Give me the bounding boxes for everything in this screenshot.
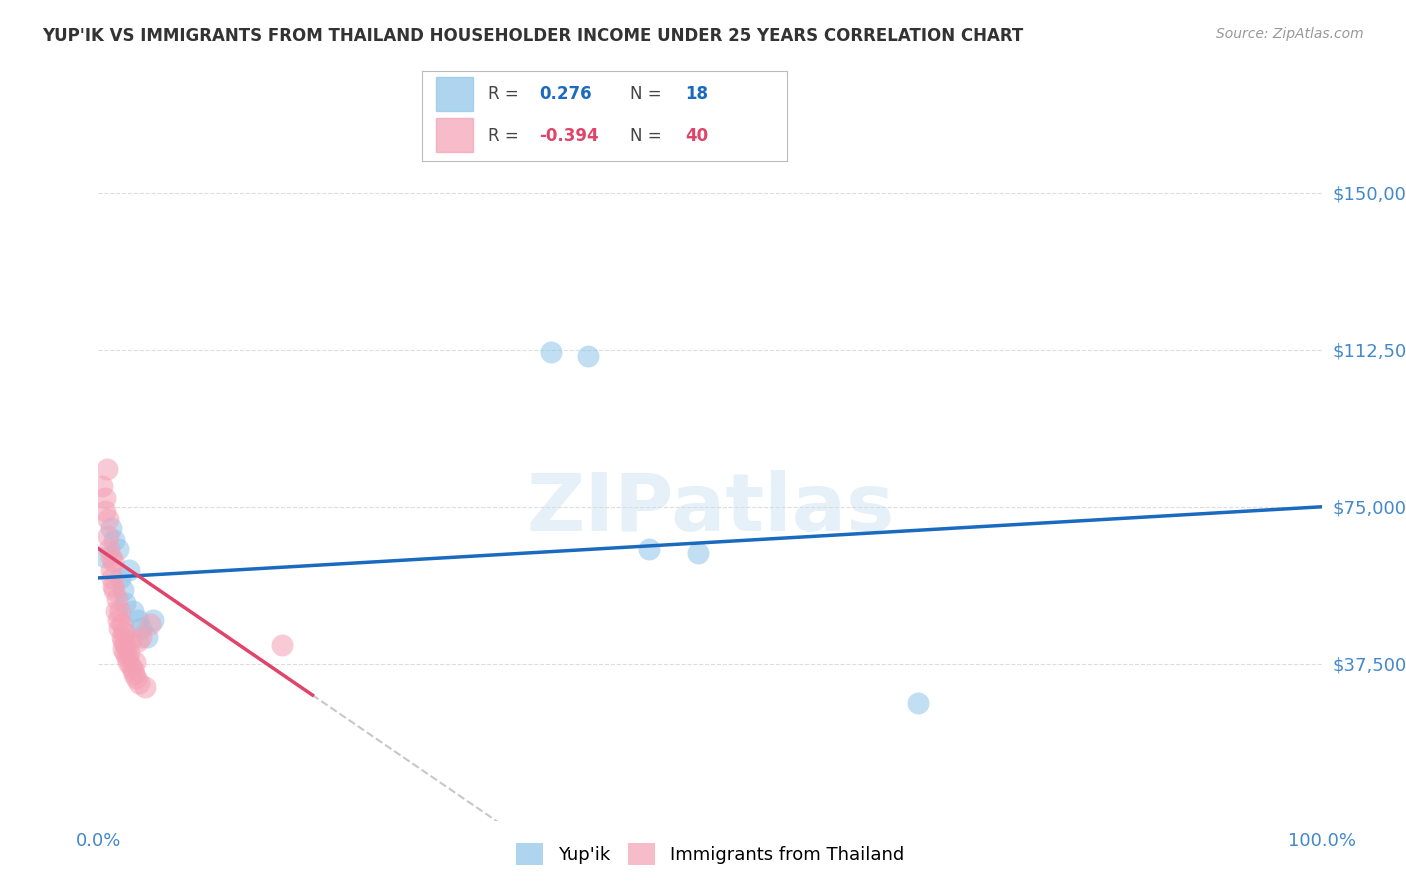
Point	[97, 512, 120, 526]
Point	[111, 583, 134, 598]
Point	[121, 663, 143, 677]
Legend: Yup'ik, Immigrants from Thailand: Yup'ik, Immigrants from Thailand	[509, 836, 911, 872]
Point	[96, 462, 118, 476]
Point	[136, 630, 159, 644]
Point	[127, 613, 149, 627]
Point	[128, 675, 150, 690]
Point	[111, 630, 134, 644]
Point	[120, 633, 142, 648]
Point	[907, 697, 929, 711]
Point	[638, 541, 661, 556]
Point	[104, 604, 127, 618]
Point	[134, 680, 156, 694]
Point	[114, 638, 136, 652]
Text: R =: R =	[488, 127, 519, 145]
Point	[107, 541, 129, 556]
Text: YUP'IK VS IMMIGRANTS FROM THAILAND HOUSEHOLDER INCOME UNDER 25 YEARS CORRELATION: YUP'IK VS IMMIGRANTS FROM THAILAND HOUSE…	[42, 27, 1024, 45]
Point	[100, 549, 122, 564]
Point	[114, 646, 136, 660]
Text: 0.276: 0.276	[538, 85, 592, 103]
Point	[105, 591, 128, 606]
Bar	[436, 118, 472, 152]
Point	[110, 604, 132, 618]
Point	[540, 345, 562, 359]
Point	[111, 617, 134, 632]
Point	[125, 671, 148, 685]
Point	[101, 554, 124, 568]
Point	[108, 621, 131, 635]
Point	[114, 596, 136, 610]
Point	[111, 633, 134, 648]
Point	[103, 533, 125, 548]
Text: R =: R =	[488, 85, 519, 103]
Point	[98, 541, 121, 556]
Point	[93, 491, 115, 506]
Point	[110, 571, 132, 585]
Point	[129, 630, 152, 644]
Text: 40: 40	[685, 127, 709, 145]
Bar	[436, 77, 472, 111]
Point	[576, 349, 599, 363]
Point	[103, 583, 125, 598]
Point	[120, 658, 142, 673]
Text: -0.394: -0.394	[538, 127, 599, 145]
Point	[101, 571, 124, 585]
Point	[93, 549, 115, 564]
Point	[129, 621, 152, 635]
Point	[139, 617, 162, 632]
Point	[111, 642, 134, 657]
Point	[121, 604, 143, 618]
Point	[91, 479, 114, 493]
Point	[118, 563, 141, 577]
Point	[112, 625, 135, 640]
Point	[686, 546, 709, 560]
Point	[122, 667, 145, 681]
Point	[100, 521, 122, 535]
Text: Source: ZipAtlas.com: Source: ZipAtlas.com	[1216, 27, 1364, 41]
Text: 18: 18	[685, 85, 709, 103]
Point	[127, 633, 149, 648]
Point	[97, 529, 120, 543]
Text: ZIPatlas: ZIPatlas	[526, 470, 894, 548]
Point	[115, 650, 138, 665]
Text: N =: N =	[630, 127, 662, 145]
Point	[117, 655, 139, 669]
Point	[107, 613, 129, 627]
Point	[118, 646, 141, 660]
Point	[101, 579, 124, 593]
Point	[100, 563, 122, 577]
Text: N =: N =	[630, 85, 662, 103]
Point	[93, 504, 115, 518]
Point	[270, 638, 294, 652]
Point	[124, 655, 146, 669]
Point	[142, 613, 165, 627]
